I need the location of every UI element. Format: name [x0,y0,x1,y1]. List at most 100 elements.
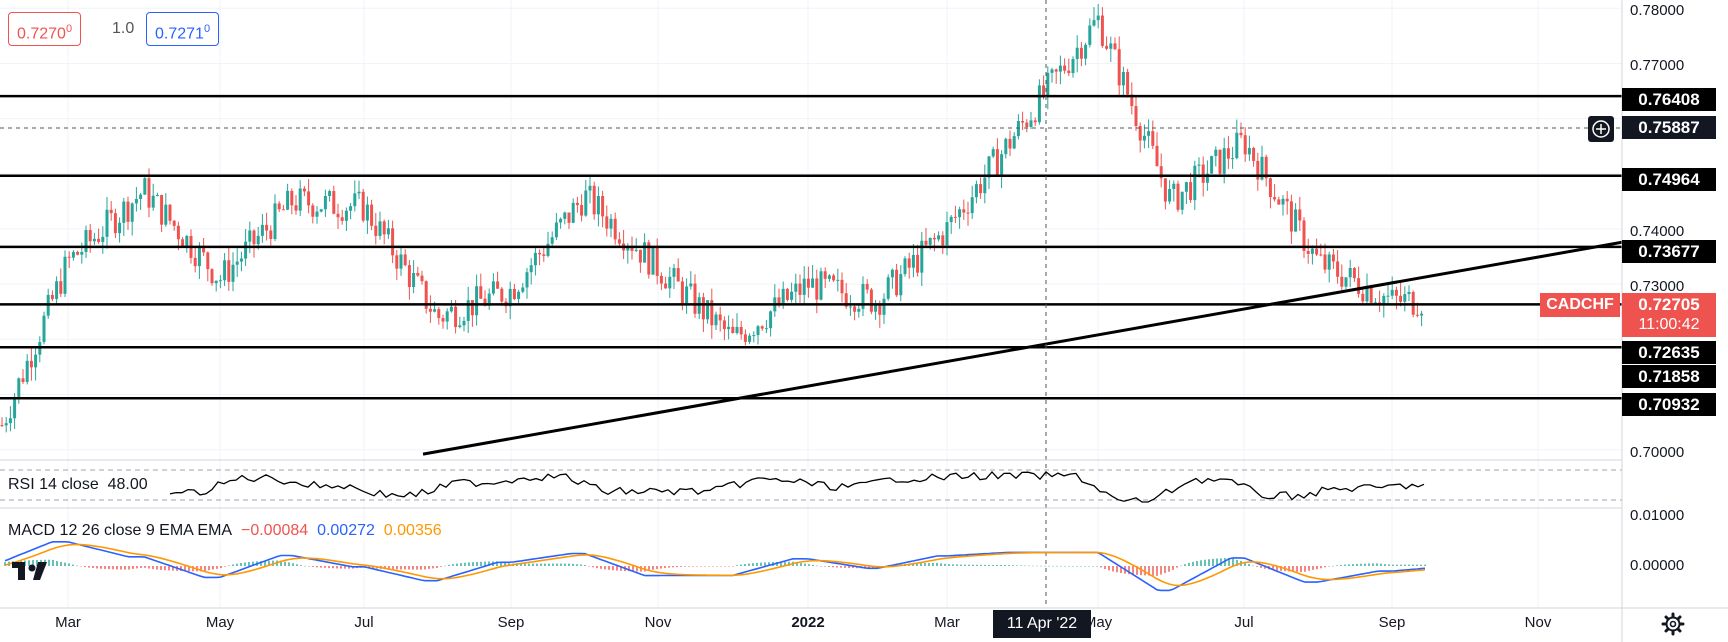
candle-body [126,201,130,222]
candle-body [223,260,227,281]
tv-logo-icon [12,562,47,580]
candle-body [8,418,12,424]
candle-body [827,275,831,279]
macd-histogram-bar [1096,565,1098,567]
candle-body [1302,220,1306,251]
macd-histogram-bar [1188,562,1190,566]
macd-histogram-bar [1344,564,1346,566]
candle-body [1399,295,1403,302]
candle-body [239,258,243,262]
macd-histogram-bar [1264,566,1266,569]
candle-body [424,281,428,309]
macd-value: 0.00272 [317,522,375,539]
macd-histogram-bar [996,564,998,566]
macd-histogram-bar [468,562,470,566]
trendline [422,240,1623,456]
macd-histogram-bar [428,566,430,569]
candle-body [693,283,697,314]
candle-body [1096,15,1100,21]
candle-body [1289,201,1293,232]
candle-body [1382,295,1386,305]
macd-histogram-bar [1004,564,1006,566]
macd-histogram-bar [1164,566,1166,573]
candle-body [550,237,554,244]
candle-body [689,283,693,287]
macd-histogram-bar [1244,562,1246,566]
time-tick: Jul [1234,614,1254,631]
macd-histogram-bar [464,562,466,566]
macd-histogram-bar [944,563,946,566]
candle-body [475,286,479,316]
candle-body [563,212,567,219]
bid-price: 0.7270 [17,25,66,43]
candle-body [769,311,773,329]
candle-body [1420,313,1424,316]
candle-body [445,311,449,322]
candle-body [781,288,785,306]
macd-histogram-bar [180,566,182,572]
macd-histogram-bar [472,562,474,566]
candle-body [592,185,596,215]
candle-body [92,238,96,242]
candle-body [815,278,819,300]
candle-body [130,203,134,222]
candle-body [50,294,54,300]
macd-histogram-bar [208,566,210,571]
macd-histogram-bar [1404,564,1406,566]
candle-body [1151,131,1155,146]
macd-legend[interactable]: MACD 12 26 close 9 EMA EMA −0.00084 0.00… [8,522,442,540]
candle-body [1100,15,1104,46]
macd-histogram-bar [228,565,230,566]
candle-body [941,235,945,246]
macd-histogram-bar [216,566,218,569]
time-tick: 2022 [791,614,825,631]
macd-histogram-bar [748,563,750,566]
candle-body [323,195,327,210]
candle-body [974,184,978,198]
level-label: 0.71858 [1622,365,1716,388]
candle-body [1126,71,1130,95]
macd-histogram-bar [812,564,814,566]
candle-body [273,203,277,239]
macd-histogram-bar [1140,566,1142,576]
ask-box[interactable]: 0.72710 [146,12,220,46]
candle-body [1277,199,1281,205]
macd-histogram-bar [1044,565,1046,567]
candle-body [710,300,714,326]
macd-histogram-bar [932,562,934,566]
macd-histogram-bar [56,561,58,566]
candle-body [525,272,529,288]
ask-sup: 0 [203,23,211,35]
candle-body [1105,45,1109,49]
rsi-legend[interactable]: RSI 14 close 48.00 [8,476,148,494]
macd-histogram-bar [328,566,330,569]
time-tick: Nov [644,614,672,631]
candle-body [533,252,537,266]
macd-histogram-bar [1168,566,1170,572]
candle-body [1138,126,1142,141]
macd-histogram-bar [496,561,498,566]
macd-histogram-bar [1380,563,1382,566]
candle-body [361,191,365,221]
candle-body [878,303,882,315]
candle-body [1340,276,1344,287]
add-alert-button[interactable] [1588,116,1614,142]
macd-histogram-bar [288,562,290,566]
macd-histogram-bar [656,566,658,570]
candle-body [882,298,886,315]
macd-histogram-bar [668,566,670,568]
macd-histogram-bar [708,566,710,567]
macd-histogram-bar [868,566,870,569]
macd-histogram-bar [504,562,506,566]
macd-histogram-bar [1132,566,1134,575]
macd-histogram-bar [1232,558,1234,566]
settings-button[interactable] [1660,611,1686,637]
bid-box[interactable]: 0.72700 [8,12,82,46]
candle-body [1113,43,1117,50]
macd-histogram-bar [1060,565,1062,567]
macd-histogram-bar [1308,566,1310,571]
macd-hist-value: −0.00084 [240,522,309,539]
level-label: 0.73677 [1622,240,1716,263]
candle-body [811,278,815,288]
